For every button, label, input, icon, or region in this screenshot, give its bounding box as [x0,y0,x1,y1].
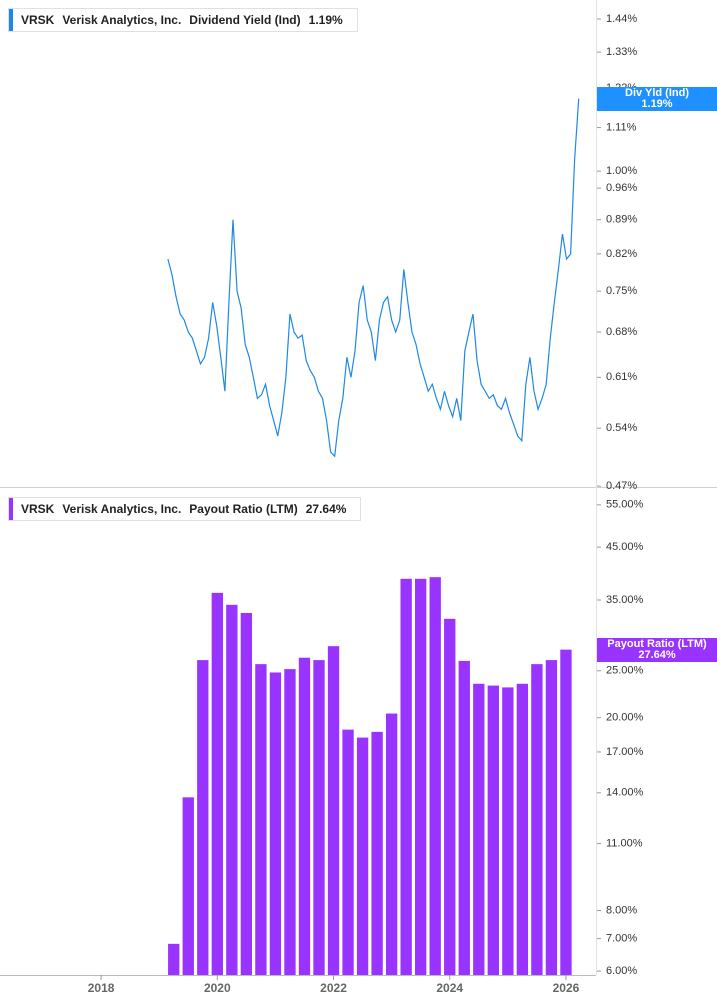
bar [226,604,238,975]
price-tag: Payout Ratio (LTM) 27.64% [597,637,717,662]
y-tick-label: 35.00% [606,594,644,606]
y-tick-label: 6.00% [606,965,637,977]
y-tick-label: 17.00% [606,746,644,758]
company: Verisk Analytics, Inc. [62,502,182,516]
y-tick-label: 0.96% [606,182,637,194]
y-tick-label: 0.54% [606,422,637,434]
x-tick-label: 2024 [436,981,463,995]
bar [240,612,253,975]
y-tick-label: 0.89% [606,214,637,226]
y-tick-label: 55.00% [606,499,644,511]
y-tick-label: 0.82% [606,248,637,260]
bar [458,660,470,975]
bar [444,618,456,975]
legend-swatch [9,9,13,31]
legend-value: 27.64% [305,502,347,516]
bar [473,683,485,975]
bar [516,683,529,975]
bar [400,578,412,975]
y-tick-label: 20.00% [606,712,644,724]
legend-value: 1.19% [308,13,343,27]
x-tick-label: 2020 [204,981,231,995]
company: Verisk Analytics, Inc. [62,13,182,27]
legend-swatch [9,498,13,520]
bar [255,664,267,975]
price-tag: Div Yld (Ind) 1.19% [597,86,717,111]
tag-value: 27.64% [638,648,676,661]
y-tick-label: 1.11% [606,121,637,133]
bar [182,797,194,975]
bar [487,685,499,975]
bar [356,737,369,975]
y-tick-label: 1.00% [606,165,637,177]
bar [560,649,572,975]
legend: VRSK Verisk Analytics, Inc. Payout Ratio… [8,497,362,521]
tag-value: 1.19% [641,97,673,110]
y-tick-label: 1.33% [606,46,637,58]
bar [502,687,514,975]
bar [197,660,209,975]
bar [531,664,543,975]
bar [545,660,558,975]
tag-label: Payout Ratio (LTM) [607,637,707,650]
y-tick-label: 0.61% [606,371,637,383]
bar [429,577,441,975]
bar [385,713,398,975]
bar [415,578,427,975]
bar [342,729,354,975]
bar [269,672,282,975]
bar [211,592,223,975]
y-tick-label: 0.68% [606,326,637,338]
x-tick-label: 2026 [553,981,580,995]
bar [298,657,311,975]
bar [168,943,180,975]
tag-label: Div Yld (Ind) [625,86,689,99]
y-tick-label: 14.00% [606,787,644,799]
y-tick-label: 1.44% [606,13,637,25]
y-tick-label: 8.00% [606,904,637,916]
legend-label: Dividend Yield (Ind) [189,13,301,27]
ticker: VRSK [21,13,55,27]
line [167,98,580,458]
y-tick-label: 0.47% [606,480,637,492]
x-tick-label: 2022 [320,981,347,995]
legend: VRSK Verisk Analytics, Inc. Dividend Yie… [8,8,358,32]
bar [313,660,325,975]
y-tick-label: 25.00% [606,665,644,677]
x-tick-label: 2018 [88,981,115,995]
y-tick-label: 11.00% [606,837,643,849]
y-tick-label: 7.00% [606,933,637,945]
legend-label: Payout Ratio (LTM) [189,502,298,516]
y-tick-label: 45.00% [606,541,644,553]
bar [284,669,296,975]
bar [371,731,383,975]
bar [327,646,340,975]
y-tick-label: 0.75% [606,285,637,297]
ticker: VRSK [21,502,55,516]
